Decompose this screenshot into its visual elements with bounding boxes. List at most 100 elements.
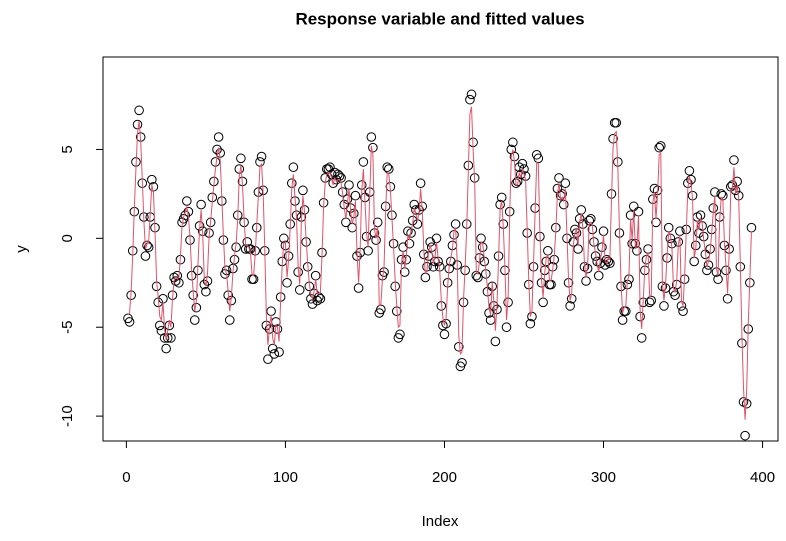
data-point (159, 333, 170, 343)
x-tick-label: 400 (750, 469, 775, 486)
data-point (450, 219, 461, 229)
data-point (643, 244, 653, 254)
y-tick-label: -10 (59, 405, 76, 427)
data-point (404, 238, 415, 249)
data-point (213, 132, 224, 142)
y-tick-label: -5 (59, 321, 76, 334)
data-point (267, 343, 278, 354)
data-point (420, 272, 431, 283)
chart-title: Response variable and fitted values (295, 9, 584, 28)
data-point (533, 153, 544, 164)
data-point (573, 244, 583, 254)
data-point (333, 169, 343, 180)
data-point (508, 137, 518, 148)
data-point (368, 142, 378, 153)
data-point (234, 164, 245, 174)
data-point (593, 270, 604, 281)
data-point (395, 329, 405, 340)
data-point (581, 276, 591, 286)
data-point (298, 185, 308, 196)
data-point (161, 343, 171, 354)
data-point (134, 105, 144, 116)
data-point (722, 293, 733, 304)
data-point (439, 329, 450, 340)
data-point (328, 178, 338, 189)
data-point (255, 157, 265, 167)
fitted-line (127, 106, 752, 420)
data-point (655, 141, 666, 151)
data-point (611, 117, 622, 128)
data-point (363, 245, 373, 256)
data-point (654, 142, 664, 153)
data-point (617, 315, 628, 325)
data-point (453, 341, 464, 352)
data-point (294, 285, 305, 295)
data-point (142, 240, 152, 251)
data-point (154, 320, 165, 331)
data-point (620, 306, 631, 317)
data-point (517, 158, 528, 169)
data-point (398, 242, 408, 253)
data-point (310, 270, 321, 281)
data-point (263, 354, 273, 365)
data-point (554, 173, 564, 183)
data-point (746, 222, 757, 233)
data-point (353, 283, 364, 293)
y-axis-label: y (13, 245, 30, 253)
data-point (684, 165, 695, 176)
data-point (344, 180, 354, 190)
data-point (124, 317, 135, 327)
y-tick-label: 0 (59, 234, 76, 242)
data-point (560, 178, 571, 189)
data-point (675, 226, 685, 237)
data-point (415, 178, 426, 189)
data-point (196, 199, 206, 210)
data-point (350, 190, 361, 201)
data-point (256, 151, 267, 162)
data-point (702, 265, 712, 276)
data-point (274, 347, 284, 357)
data-point (384, 164, 394, 174)
data-point (172, 270, 183, 281)
data-point (182, 196, 192, 206)
data-point (689, 256, 699, 267)
data-point (565, 301, 575, 311)
data-point (543, 245, 553, 256)
data-point (490, 336, 501, 347)
y-tick-label: 5 (59, 145, 76, 153)
data-point (729, 155, 739, 165)
data-point (288, 162, 299, 173)
data-point (409, 199, 420, 210)
data-point (663, 222, 674, 233)
data-point (646, 295, 657, 306)
data-point (516, 169, 526, 180)
data-point (189, 315, 200, 325)
data-point (644, 297, 655, 308)
data-point (628, 201, 639, 212)
x-axis-label: Index (422, 513, 459, 530)
plot-frame (102, 56, 779, 442)
data-point (269, 349, 280, 359)
data-point (576, 205, 587, 215)
data-point (147, 174, 157, 185)
x-tick-label: 0 (122, 469, 130, 486)
x-tick-label: 200 (432, 469, 457, 486)
data-point (633, 206, 644, 217)
data-point (266, 306, 276, 317)
data-point (598, 226, 609, 237)
data-point (174, 277, 184, 288)
x-tick-label: 100 (273, 469, 298, 486)
data-point (457, 357, 467, 368)
data-point (236, 153, 246, 164)
data-point (676, 301, 687, 311)
data-point (740, 430, 750, 441)
data-point (201, 286, 211, 297)
data-point (191, 302, 202, 313)
data-point (272, 324, 283, 334)
data-point (636, 333, 647, 343)
data-point (382, 162, 393, 173)
data-point (659, 301, 669, 311)
data-point (366, 132, 377, 142)
